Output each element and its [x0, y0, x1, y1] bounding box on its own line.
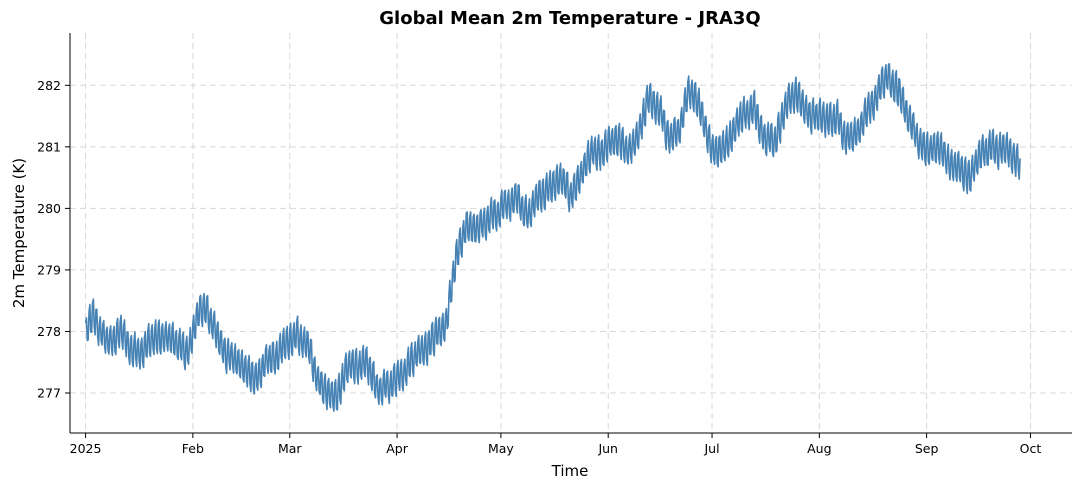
y-tick-label: 278	[37, 324, 61, 339]
y-tick-label: 282	[37, 78, 61, 93]
x-tick-label: Feb	[182, 441, 204, 456]
x-tick-label: Mar	[278, 441, 302, 456]
y-tick-label: 277	[37, 386, 61, 401]
x-tick-label: Oct	[1020, 441, 1042, 456]
chart-title: Global Mean 2m Temperature - JRA3Q	[379, 8, 760, 29]
x-tick-label: May	[488, 441, 514, 456]
x-tick-label: Sep	[915, 441, 939, 456]
x-tick-label: Jun	[597, 441, 618, 456]
y-tick-label: 279	[37, 262, 61, 277]
x-tick-label: 2025	[70, 441, 102, 456]
grid-lines	[70, 33, 1072, 433]
y-axis-ticks: 277 278 279 280 281 282	[37, 78, 70, 401]
x-axis-ticks: 2025 Feb Mar Apr May Jun Jul Aug Sep Oct	[70, 433, 1042, 456]
x-axis-label: Time	[551, 462, 589, 480]
x-tick-label: Apr	[386, 441, 408, 456]
y-tick-label: 281	[37, 139, 61, 154]
y-axis-label: 2m Temperature (K)	[10, 158, 28, 308]
series-line	[84, 63, 1021, 412]
y-tick-label: 280	[37, 201, 61, 216]
x-tick-label: Jul	[703, 441, 719, 456]
x-tick-label: Aug	[807, 441, 831, 456]
series-layer	[84, 63, 1021, 412]
